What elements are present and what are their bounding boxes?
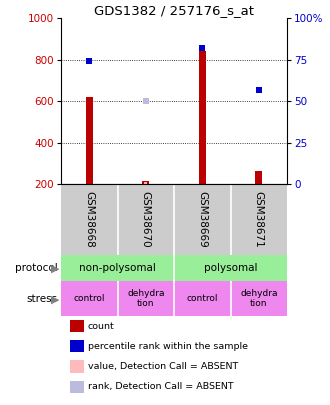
Text: polysomal: polysomal — [204, 263, 257, 273]
Text: protocol: protocol — [15, 263, 58, 273]
Bar — [255, 171, 262, 184]
Title: GDS1382 / 257176_s_at: GDS1382 / 257176_s_at — [94, 4, 254, 17]
Bar — [199, 51, 206, 184]
Text: control: control — [74, 294, 105, 303]
Bar — [145, 182, 147, 184]
Text: dehydra
tion: dehydra tion — [127, 289, 165, 308]
Bar — [70, 320, 84, 332]
Text: value, Detection Call = ABSENT: value, Detection Call = ABSENT — [88, 362, 238, 371]
Bar — [143, 181, 149, 184]
Bar — [86, 97, 93, 184]
Text: control: control — [186, 294, 218, 303]
Text: percentile rank within the sample: percentile rank within the sample — [88, 342, 248, 351]
Text: GSM38671: GSM38671 — [254, 191, 264, 248]
Bar — [70, 340, 84, 352]
Text: ▶: ▶ — [51, 294, 59, 305]
Bar — [70, 360, 84, 373]
Text: GSM38668: GSM38668 — [84, 191, 94, 248]
Text: GSM38670: GSM38670 — [141, 192, 151, 248]
Text: stress: stress — [27, 294, 58, 304]
Text: rank, Detection Call = ABSENT: rank, Detection Call = ABSENT — [88, 382, 233, 391]
Text: GSM38669: GSM38669 — [197, 191, 207, 248]
Text: non-polysomal: non-polysomal — [79, 263, 156, 273]
Text: dehydra
tion: dehydra tion — [240, 289, 278, 308]
Text: count: count — [88, 322, 115, 330]
Bar — [70, 381, 84, 393]
Text: ▶: ▶ — [51, 264, 59, 274]
